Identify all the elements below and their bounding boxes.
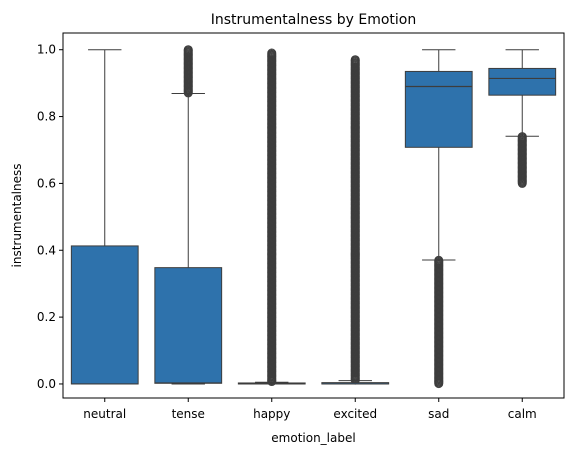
plot-frame xyxy=(62,32,565,399)
x-axis: neutral tense happy excited sad calm xyxy=(83,398,537,421)
outliers-tense xyxy=(183,45,193,98)
outliers-excited xyxy=(350,55,360,385)
x-tick-label-happy: happy xyxy=(253,407,290,421)
box-group-sad xyxy=(404,49,473,389)
box-group-happy xyxy=(237,48,306,387)
y-tick-label: 0.4 xyxy=(37,243,56,257)
x-tick-label-sad: sad xyxy=(428,407,449,421)
x-axis-label: emotion_label xyxy=(271,431,355,445)
x-tick-label-excited: excited xyxy=(333,407,377,421)
outlier-point xyxy=(434,379,444,389)
box-sad xyxy=(404,70,473,148)
box-calm xyxy=(488,67,557,96)
y-tick-label: 0.8 xyxy=(37,110,56,124)
box-group-neutral xyxy=(70,49,139,385)
box-group-calm xyxy=(488,49,557,188)
outlier-point xyxy=(267,377,277,387)
box-group-excited xyxy=(321,55,390,385)
outliers-sad xyxy=(434,255,444,389)
y-tick-label: 1.0 xyxy=(37,43,56,57)
y-tick-label: 0.0 xyxy=(37,377,56,391)
y-axis: 0.0 0.2 0.4 0.6 0.8 1.0 xyxy=(37,43,63,391)
y-tick-label: 0.6 xyxy=(37,176,56,190)
x-tick-label-calm: calm xyxy=(508,407,537,421)
box-tense xyxy=(154,267,223,384)
outliers-happy xyxy=(267,48,277,387)
y-tick-label: 0.2 xyxy=(37,310,56,324)
x-tick-label-tense: tense xyxy=(172,407,205,421)
outlier-point xyxy=(517,178,527,188)
box-neutral xyxy=(70,245,139,385)
box-group-tense xyxy=(154,45,223,385)
y-axis-label: instrumentalness xyxy=(10,164,24,268)
outliers-calm xyxy=(517,132,527,188)
plot-area xyxy=(70,45,557,389)
x-tick-label-neutral: neutral xyxy=(83,407,126,421)
chart-title: Instrumentalness by Emotion xyxy=(211,12,417,28)
